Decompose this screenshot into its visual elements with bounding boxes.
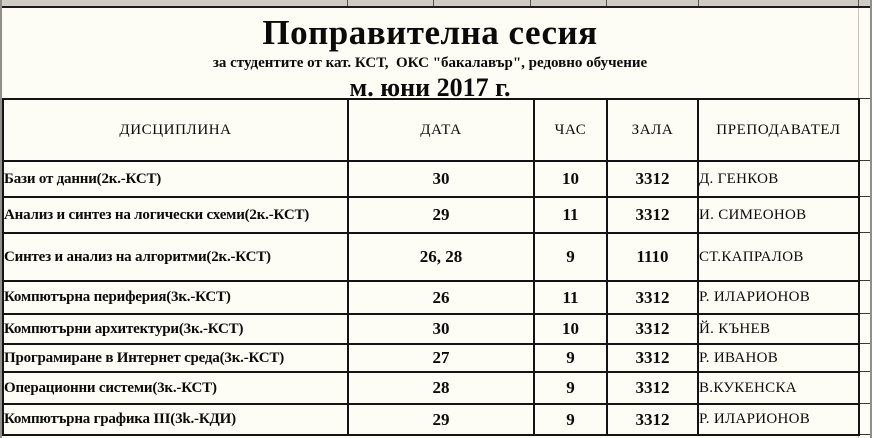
sheet-row-gridline [858, 160, 870, 161]
document-header: Поправителна сесия за студентите от кат.… [2, 8, 858, 102]
date-cell: 26 [347, 280, 535, 315]
exam-table-body: Бази от данни(2к.-КСТ) 30 10 3312 Д. ГЕН… [2, 160, 860, 436]
hour-cell: 9 [533, 371, 608, 405]
table-row: Синтез и анализ на алгоритми(2к.-КСТ) 26… [2, 232, 860, 282]
date-cell: 30 [347, 313, 535, 345]
sheet-row-gridline [858, 371, 870, 372]
sheet-row-gridline [858, 343, 870, 344]
hour-cell: 10 [533, 160, 608, 198]
teacher-cell: Д. ГЕНКОВ [697, 160, 860, 198]
date-cell: 27 [347, 343, 535, 373]
page-title: Поправителна сесия [262, 13, 598, 52]
discipline-cell: Компютърна графика III(3k.-КДИ) [2, 403, 349, 436]
date-cell: 28 [347, 371, 535, 405]
discipline-cell: Компютърна периферия(3к.-КСТ) [2, 280, 349, 315]
discipline-cell: Бази от данни(2к.-КСТ) [2, 160, 349, 198]
teacher-cell: Й. КЪНЕВ [697, 313, 860, 345]
window-left-edge [0, 0, 2, 438]
teacher-cell: И. СИМЕОНОВ [697, 196, 860, 234]
discipline-cell: Синтез и анализ на алгоритми(2к.-КСТ) [2, 232, 349, 282]
sheet-row-gridline [858, 232, 870, 233]
teacher-cell: Р. ИВАНОВ [697, 343, 860, 373]
table-row: Програмиране в Интернет среда(3к.-КСТ) 2… [2, 343, 860, 373]
room-cell: 3312 [606, 371, 699, 405]
date-cell: 29 [347, 403, 535, 436]
sheet-row-gridline [858, 434, 870, 435]
table-row: Анализ и синтез на логически схеми(2к.-К… [2, 196, 860, 234]
hour-cell: 9 [533, 232, 608, 282]
header-row: ДИСЦИПЛИНА ДАТА ЧАС ЗАЛА ПРЕПОДАВАТЕЛ [2, 98, 860, 162]
strip-gridline-tick [433, 0, 434, 6]
room-cell: 3312 [606, 196, 699, 234]
room-cell: 3312 [606, 313, 699, 345]
column-header-date: ДАТА [347, 98, 535, 162]
column-header-hour: ЧАС [533, 98, 608, 162]
strip-gridline-tick [698, 0, 699, 6]
sheet-row-gridline [858, 98, 870, 99]
column-header-room: ЗАЛА [606, 98, 699, 162]
exam-schedule-table: ДИСЦИПЛИНА ДАТА ЧАС ЗАЛА ПРЕПОДАВАТЕЛ Ба… [2, 98, 860, 436]
sheet-row-gridline [858, 280, 870, 281]
date-cell: 26, 28 [347, 232, 535, 282]
column-header-discipline: ДИСЦИПЛИНА [2, 98, 349, 162]
strip-gridline-tick [530, 0, 531, 6]
spreadsheet-row-strip [0, 0, 872, 8]
sheet-row-gridline [858, 313, 870, 314]
column-header-teacher: ПРЕПОДАВАТЕЛ [697, 98, 860, 162]
strip-gridline-tick [606, 0, 607, 6]
room-cell: 3312 [606, 160, 699, 198]
teacher-cell: СТ.КАПРАЛОВ [697, 232, 860, 282]
window-right-edge [870, 0, 872, 438]
room-cell: 3312 [606, 280, 699, 315]
hour-cell: 9 [533, 403, 608, 436]
table-row: Компютърна графика III(3k.-КДИ) 29 9 331… [2, 403, 860, 436]
strip-gridline-tick [347, 0, 348, 6]
hour-cell: 11 [533, 196, 608, 234]
table-header: ДИСЦИПЛИНА ДАТА ЧАС ЗАЛА ПРЕПОДАВАТЕЛ [2, 98, 860, 162]
room-cell: 1110 [606, 232, 699, 282]
strip-gridline-tick [858, 0, 859, 6]
discipline-cell: Програмиране в Интернет среда(3к.-КСТ) [2, 343, 349, 373]
date-cell: 30 [347, 160, 535, 198]
teacher-cell: В.КУКЕНСКА [697, 371, 860, 405]
table-row: Операционни системи(3к.-КСТ) 28 9 3312 В… [2, 371, 860, 405]
table-row: Компютърни архитектури(3к.-КСТ) 30 10 33… [2, 313, 860, 345]
table-row: Бази от данни(2к.-КСТ) 30 10 3312 Д. ГЕН… [2, 160, 860, 198]
hour-cell: 9 [533, 343, 608, 373]
table-row: Компютърна периферия(3к.-КСТ) 26 11 3312… [2, 280, 860, 315]
hour-cell: 11 [533, 280, 608, 315]
sheet-row-gridline [858, 196, 870, 197]
room-cell: 3312 [606, 403, 699, 436]
date-cell: 29 [347, 196, 535, 234]
sheet-row-gridline [858, 403, 870, 404]
hour-cell: 10 [533, 313, 608, 345]
discipline-cell: Анализ и синтез на логически схеми(2к.-К… [2, 196, 349, 234]
teacher-cell: Р. ИЛАРИОНОВ [697, 280, 860, 315]
teacher-cell: Р. ИЛАРИОНОВ [697, 403, 860, 436]
discipline-cell: Операционни системи(3к.-КСТ) [2, 371, 349, 405]
page-subtitle: за студентите от кат. КСТ, ОКС "бакалавъ… [212, 55, 648, 71]
discipline-cell: Компютърни архитектури(3к.-КСТ) [2, 313, 349, 345]
session-period: м. юни 2017 г. [349, 73, 511, 102]
room-cell: 3312 [606, 343, 699, 373]
